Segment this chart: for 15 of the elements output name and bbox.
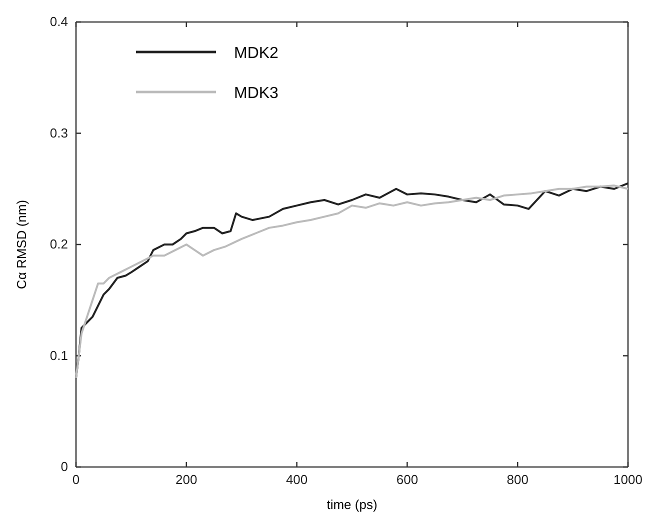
x-tick-label: 1000: [614, 472, 642, 488]
y-tick-label: 0.1: [50, 348, 68, 363]
y-tick-label: 0.3: [50, 125, 68, 140]
x-tick-label: 600: [396, 472, 418, 488]
y-tick-label: 0: [60, 459, 68, 474]
y-axis-title: Cα RMSD (nm): [14, 200, 29, 290]
legend-label: MDK3: [234, 85, 279, 102]
y-tick-label: 0.4: [50, 14, 68, 30]
x-tick-label: 400: [286, 472, 308, 488]
x-axis-title: time (ps): [326, 497, 378, 512]
y-tick-label: 0.2: [50, 236, 68, 252]
x-tick-label: 200: [176, 472, 198, 488]
x-tick-label: 0: [72, 472, 80, 488]
legend-label: MDK2: [234, 45, 279, 62]
x-tick-label: 800: [506, 472, 528, 488]
